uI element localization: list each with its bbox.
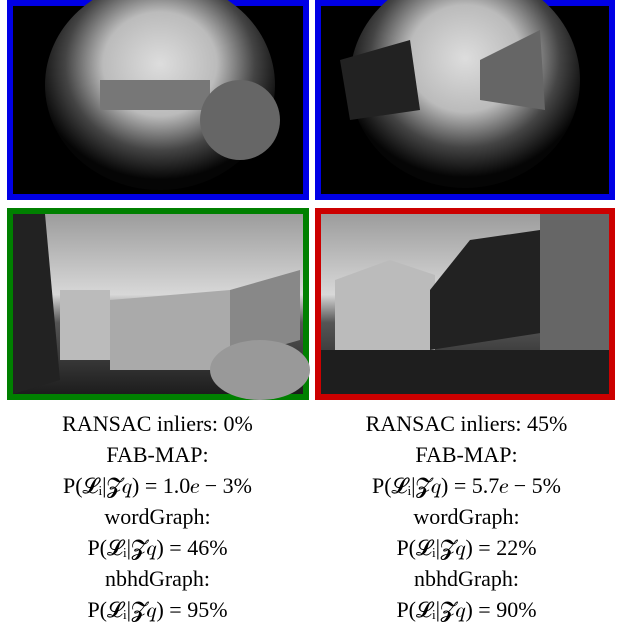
caption-line: RANSAC inliers: 45% — [365, 411, 568, 436]
caption-line: P(𝓛ᵢ|𝓩𝑞) = 5.7𝑒 − 5% — [372, 473, 561, 498]
caption-line: FAB-MAP: — [415, 442, 518, 467]
caption-line: wordGraph: — [413, 504, 520, 529]
caption-line: nbhdGraph: — [413, 566, 520, 591]
caption-line: P(𝓛ᵢ|𝓩𝑞) = 95% — [87, 597, 228, 622]
caption: RANSAC inliers: 0% FAB-MAP: P(𝓛ᵢ|𝓩𝑞) = 1… — [3, 408, 312, 625]
query-image — [315, 0, 615, 200]
caption-line: RANSAC inliers: 0% — [62, 411, 253, 436]
caption-line: P(𝓛ᵢ|𝓩𝑞) = 1.0𝑒 − 3% — [63, 473, 252, 498]
match-image — [315, 208, 615, 400]
caption-line: nbhdGraph: — [104, 566, 211, 591]
image-grid — [7, 0, 615, 400]
caption: RANSAC inliers: 45% FAB-MAP: P(𝓛ᵢ|𝓩𝑞) = … — [312, 408, 618, 625]
query-image — [7, 0, 309, 200]
match-image — [7, 208, 310, 400]
caption-line: P(𝓛ᵢ|𝓩𝑞) = 46% — [87, 535, 228, 560]
caption-line: wordGraph: — [104, 504, 211, 529]
caption-line: P(𝓛ᵢ|𝓩𝑞) = 22% — [396, 535, 537, 560]
caption-line: FAB-MAP: — [106, 442, 209, 467]
caption-line: P(𝓛ᵢ|𝓩𝑞) = 90% — [396, 597, 537, 622]
